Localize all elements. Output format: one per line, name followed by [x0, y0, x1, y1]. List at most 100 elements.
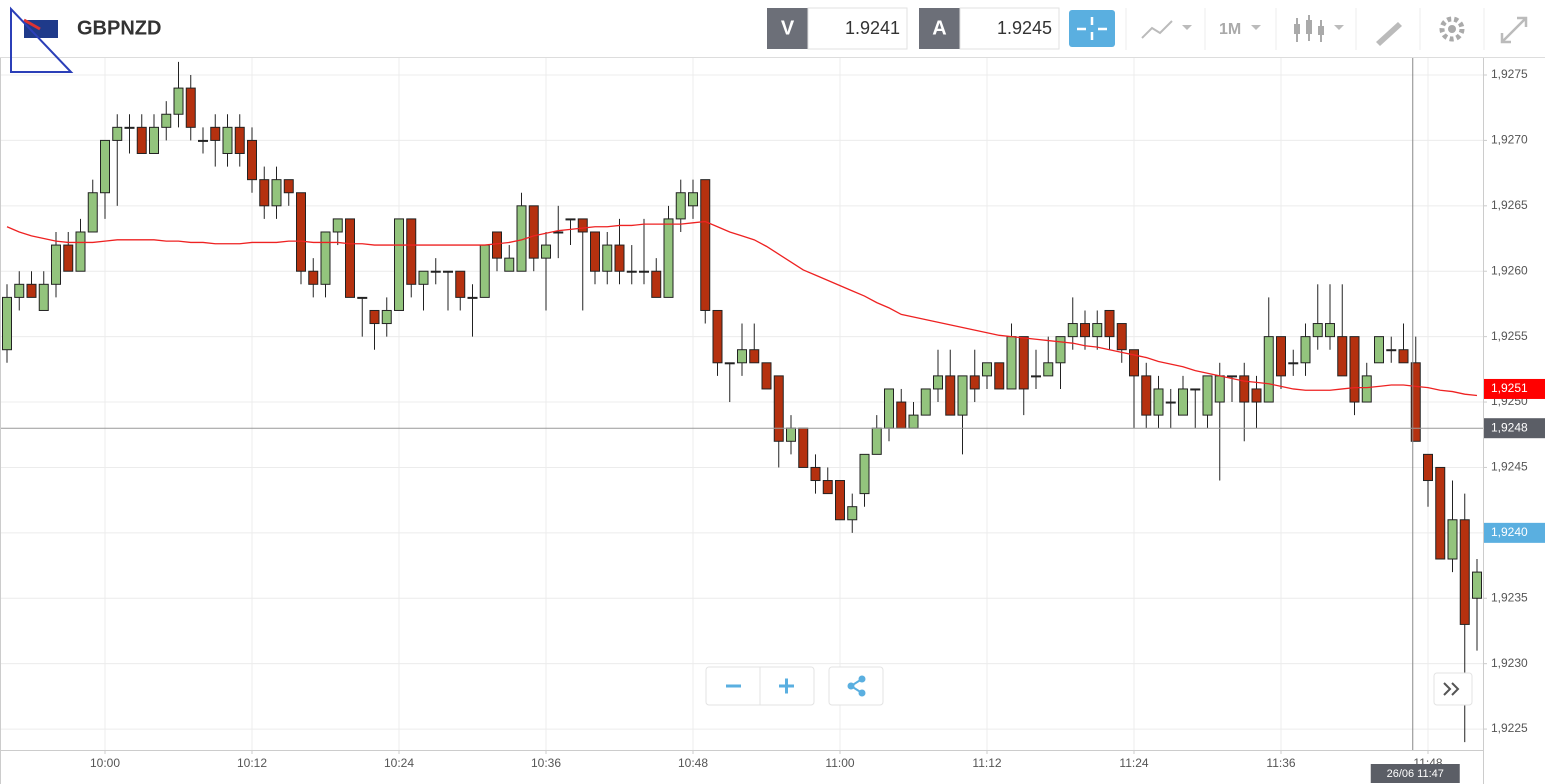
settings-icon[interactable]: [1439, 16, 1465, 42]
candle-body: [1227, 375, 1237, 378]
dropdown-arrow: [1182, 25, 1192, 30]
candle-body: [577, 218, 588, 233]
candle-body: [136, 126, 147, 154]
scroll-end-icon: [1443, 682, 1460, 696]
candle-body: [161, 113, 172, 128]
candle-body: [345, 218, 355, 298]
candle-body: [1325, 323, 1335, 338]
candle-body: [626, 270, 637, 273]
share-icon: [858, 675, 866, 683]
candle-body: [896, 401, 907, 429]
flag-icon: [23, 18, 41, 31]
candle-body: [1116, 323, 1127, 351]
candle-body: [798, 427, 809, 468]
candle-body: [222, 126, 233, 154]
candle-body: [332, 218, 343, 233]
candle-body: [773, 375, 784, 442]
candle-body: [2, 296, 12, 351]
candle-body: [418, 270, 429, 285]
crosshair-y-box: [1484, 418, 1545, 439]
drawing-triangle[interactable]: [10, 6, 74, 73]
candle-body: [1031, 375, 1041, 378]
candle-body: [271, 179, 282, 207]
candle-body: [663, 218, 674, 298]
candle-body: [455, 270, 466, 298]
candles-icon: [1306, 20, 1312, 34]
candle-body: [528, 205, 539, 259]
fullscreen-icon[interactable]: [1500, 16, 1528, 44]
price-marker-label: 1,9251: [1491, 381, 1528, 395]
bid-label-box[interactable]: [767, 8, 808, 49]
ask-box[interactable]: [959, 7, 1060, 50]
candle-body: [1410, 362, 1421, 442]
candle-body: [945, 375, 956, 416]
candle-body: [1055, 336, 1066, 364]
candle-body: [639, 270, 649, 273]
candle-body: [1300, 336, 1311, 364]
candle-body: [1067, 323, 1078, 338]
candle-body: [26, 283, 37, 298]
candle-body: [908, 414, 919, 429]
candle-body: [149, 126, 159, 154]
candle-body: [810, 466, 821, 482]
crosshair-y-label: 1,9248: [1491, 420, 1528, 434]
crosshair-x-label: 26/06 11:47: [1387, 768, 1444, 780]
candle-body: [859, 453, 870, 495]
candle-body: [1239, 375, 1250, 403]
candle-body: [822, 480, 833, 495]
candle-body: [590, 231, 600, 272]
bid-label: V: [781, 17, 795, 39]
candle-body: [1141, 375, 1152, 416]
chart-type-icon[interactable]: [1141, 20, 1173, 39]
share-icon: [847, 682, 855, 690]
candle-body: [443, 270, 453, 273]
overlay: 1,92251,92301,92351,92401,92451,92501,92…: [90, 67, 1545, 783]
crosshair-button[interactable]: [1069, 10, 1115, 47]
share-box: [828, 666, 884, 706]
candle-body: [369, 309, 380, 325]
y-tick-label: 1,9230: [1491, 656, 1528, 670]
candle-body: [712, 309, 723, 364]
candle-body: [1374, 336, 1384, 364]
candle-body: [675, 192, 686, 220]
candle-body: [173, 87, 184, 115]
x-tick-label: 10:12: [237, 756, 267, 770]
candle-body: [100, 139, 110, 194]
bid-box[interactable]: [807, 7, 908, 50]
ask-label: A: [932, 17, 946, 39]
x-tick-label: 11:36: [1266, 756, 1295, 770]
x-tick-label: 10:24: [384, 756, 414, 770]
candle-body: [933, 375, 943, 390]
symbol: GBPNZD: [77, 17, 161, 39]
timeframe[interactable]: 1M: [1219, 21, 1241, 38]
crosshair-icon: [1077, 17, 1107, 40]
candle-body: [1288, 362, 1299, 365]
candle-body: [1153, 388, 1164, 416]
candle-body: [1472, 571, 1482, 599]
y-tick-label: 1,9255: [1491, 329, 1528, 343]
candle-body: [1129, 349, 1139, 377]
candle-body: [1386, 349, 1397, 352]
candle-body: [467, 296, 478, 299]
zoom-in[interactable]: [779, 678, 794, 694]
candle-body: [1018, 336, 1029, 390]
candle-body: [749, 349, 760, 364]
scroll-end-button[interactable]: [1433, 672, 1473, 706]
ask-label-box[interactable]: [919, 8, 960, 49]
candle-body: [210, 126, 221, 141]
candle-body: [969, 375, 980, 390]
candle-body: [1263, 336, 1274, 403]
candle-body: [920, 388, 931, 416]
dropdown-arrow: [1334, 25, 1344, 30]
crosshair-x-box: [1370, 764, 1460, 783]
dropdown-arrow: [1251, 25, 1261, 30]
candle-body: [406, 218, 417, 285]
draw-icon[interactable]: [1376, 22, 1402, 46]
x-tick-label: 11:24: [1119, 756, 1148, 770]
candle-body: [124, 126, 135, 129]
bid-price: 1.9241: [845, 18, 900, 38]
candle-body: [688, 192, 698, 207]
candle-body: [1006, 336, 1017, 390]
